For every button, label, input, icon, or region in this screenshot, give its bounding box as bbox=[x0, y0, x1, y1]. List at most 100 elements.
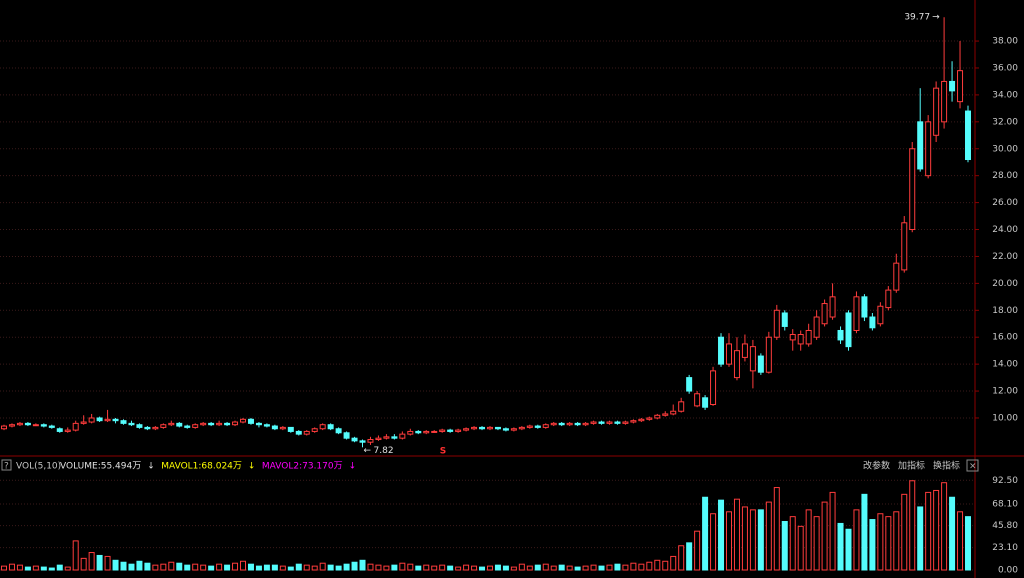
volume-bar bbox=[439, 564, 446, 571]
volume-bar bbox=[247, 563, 254, 571]
candle-body bbox=[471, 426, 478, 430]
volume-bar bbox=[48, 567, 55, 571]
volume-bar bbox=[375, 564, 382, 571]
indicator-title: VOL(5,10) bbox=[16, 462, 61, 472]
menu-button[interactable]: 改参数 bbox=[863, 460, 890, 472]
candle-body bbox=[678, 401, 685, 412]
y-tick-label: 16.00 bbox=[992, 333, 1018, 343]
volume-bar bbox=[120, 561, 127, 571]
volume-bar bbox=[638, 563, 645, 571]
volume-bar bbox=[869, 519, 876, 571]
candle-body bbox=[965, 110, 971, 161]
volume-bar bbox=[8, 563, 15, 571]
volume-bar bbox=[725, 511, 732, 571]
candle-body bbox=[518, 426, 525, 430]
candle-body bbox=[48, 425, 55, 428]
volume-bar bbox=[853, 509, 860, 571]
candle-body bbox=[271, 425, 278, 430]
candle-body bbox=[479, 426, 486, 430]
candle-body bbox=[542, 424, 549, 428]
volume-bar bbox=[447, 565, 454, 571]
candle-body bbox=[319, 424, 326, 430]
volume-bar bbox=[144, 562, 151, 571]
candle-body bbox=[96, 417, 103, 422]
volume-bar bbox=[741, 506, 748, 571]
volume-bar bbox=[184, 564, 191, 571]
volume-bar bbox=[654, 559, 661, 571]
volume-bar bbox=[152, 564, 159, 571]
candle-body bbox=[558, 422, 565, 426]
candle-body bbox=[510, 428, 517, 431]
menu-button[interactable]: 加指标 bbox=[898, 460, 925, 472]
help-icon[interactable] bbox=[1, 459, 12, 471]
volume-bar bbox=[789, 516, 796, 571]
y-tick-label: 24.00 bbox=[992, 225, 1018, 235]
volume-bar bbox=[733, 498, 740, 571]
candle-body bbox=[184, 425, 191, 428]
candle-body bbox=[797, 334, 804, 345]
candle-body bbox=[16, 422, 23, 426]
volume-bar bbox=[901, 493, 908, 571]
candle-body bbox=[789, 334, 796, 341]
legend-arrow: ↓ bbox=[147, 462, 155, 472]
volume-bar bbox=[773, 487, 780, 571]
volume-bar bbox=[622, 564, 629, 571]
candle-body bbox=[749, 346, 756, 372]
menu-button[interactable]: 换指标 bbox=[933, 460, 960, 472]
volume-bar bbox=[112, 559, 119, 571]
legend-arrow: ↓ bbox=[349, 462, 357, 472]
y-tick-label: 28.00 bbox=[992, 171, 1018, 181]
candle-body bbox=[550, 422, 557, 426]
volume-bar bbox=[526, 565, 533, 571]
candle-body bbox=[359, 440, 366, 443]
close-button[interactable] bbox=[966, 459, 979, 472]
volume-bar bbox=[542, 563, 549, 571]
volume-bar bbox=[367, 563, 374, 571]
volume-bar bbox=[1, 565, 7, 571]
volume-bar bbox=[550, 565, 557, 571]
candle-body bbox=[40, 424, 47, 427]
volume-bar bbox=[343, 563, 350, 571]
volume-bar bbox=[941, 482, 948, 571]
volume-bar bbox=[240, 560, 247, 571]
candle-body bbox=[574, 422, 581, 426]
volume-bar bbox=[88, 552, 95, 571]
volume-bar bbox=[885, 516, 892, 571]
volume-bar bbox=[471, 565, 478, 571]
candle-body bbox=[837, 329, 844, 341]
volume-bar bbox=[415, 565, 422, 571]
volume-bar bbox=[208, 565, 215, 571]
volume-bar bbox=[845, 528, 852, 571]
y-tick-label: 38.00 bbox=[992, 37, 1018, 47]
candle-body bbox=[598, 421, 605, 424]
volume-bar bbox=[694, 530, 701, 571]
candle-body bbox=[415, 430, 422, 434]
candle-body bbox=[447, 429, 454, 432]
volume-bar bbox=[455, 566, 462, 571]
candle-body bbox=[232, 421, 239, 426]
volume-bar bbox=[32, 565, 39, 571]
volume-bar bbox=[104, 555, 111, 571]
high-label: 39.77 bbox=[904, 13, 930, 23]
volume-bar bbox=[479, 566, 486, 571]
candle-body bbox=[208, 422, 215, 426]
candle-body bbox=[216, 422, 223, 426]
volume-bar bbox=[399, 562, 406, 571]
candle-body bbox=[917, 121, 924, 170]
volume-bar bbox=[797, 525, 804, 571]
volume-bar bbox=[670, 555, 677, 571]
candle-body bbox=[813, 316, 820, 338]
volume-bar bbox=[216, 563, 223, 571]
volume-bar bbox=[606, 564, 613, 571]
candle-body bbox=[845, 312, 852, 348]
volume-bar bbox=[749, 509, 756, 571]
volume-bar bbox=[255, 565, 262, 571]
candle-body bbox=[160, 424, 167, 428]
y-tick-label: 12.00 bbox=[992, 387, 1018, 397]
low-arrow: ← bbox=[364, 446, 372, 456]
candle-body bbox=[351, 437, 358, 442]
legend-arrow: ↓ bbox=[248, 462, 256, 472]
candle-body bbox=[247, 418, 254, 424]
volume-bar bbox=[702, 496, 709, 571]
volume-bar bbox=[40, 566, 47, 571]
